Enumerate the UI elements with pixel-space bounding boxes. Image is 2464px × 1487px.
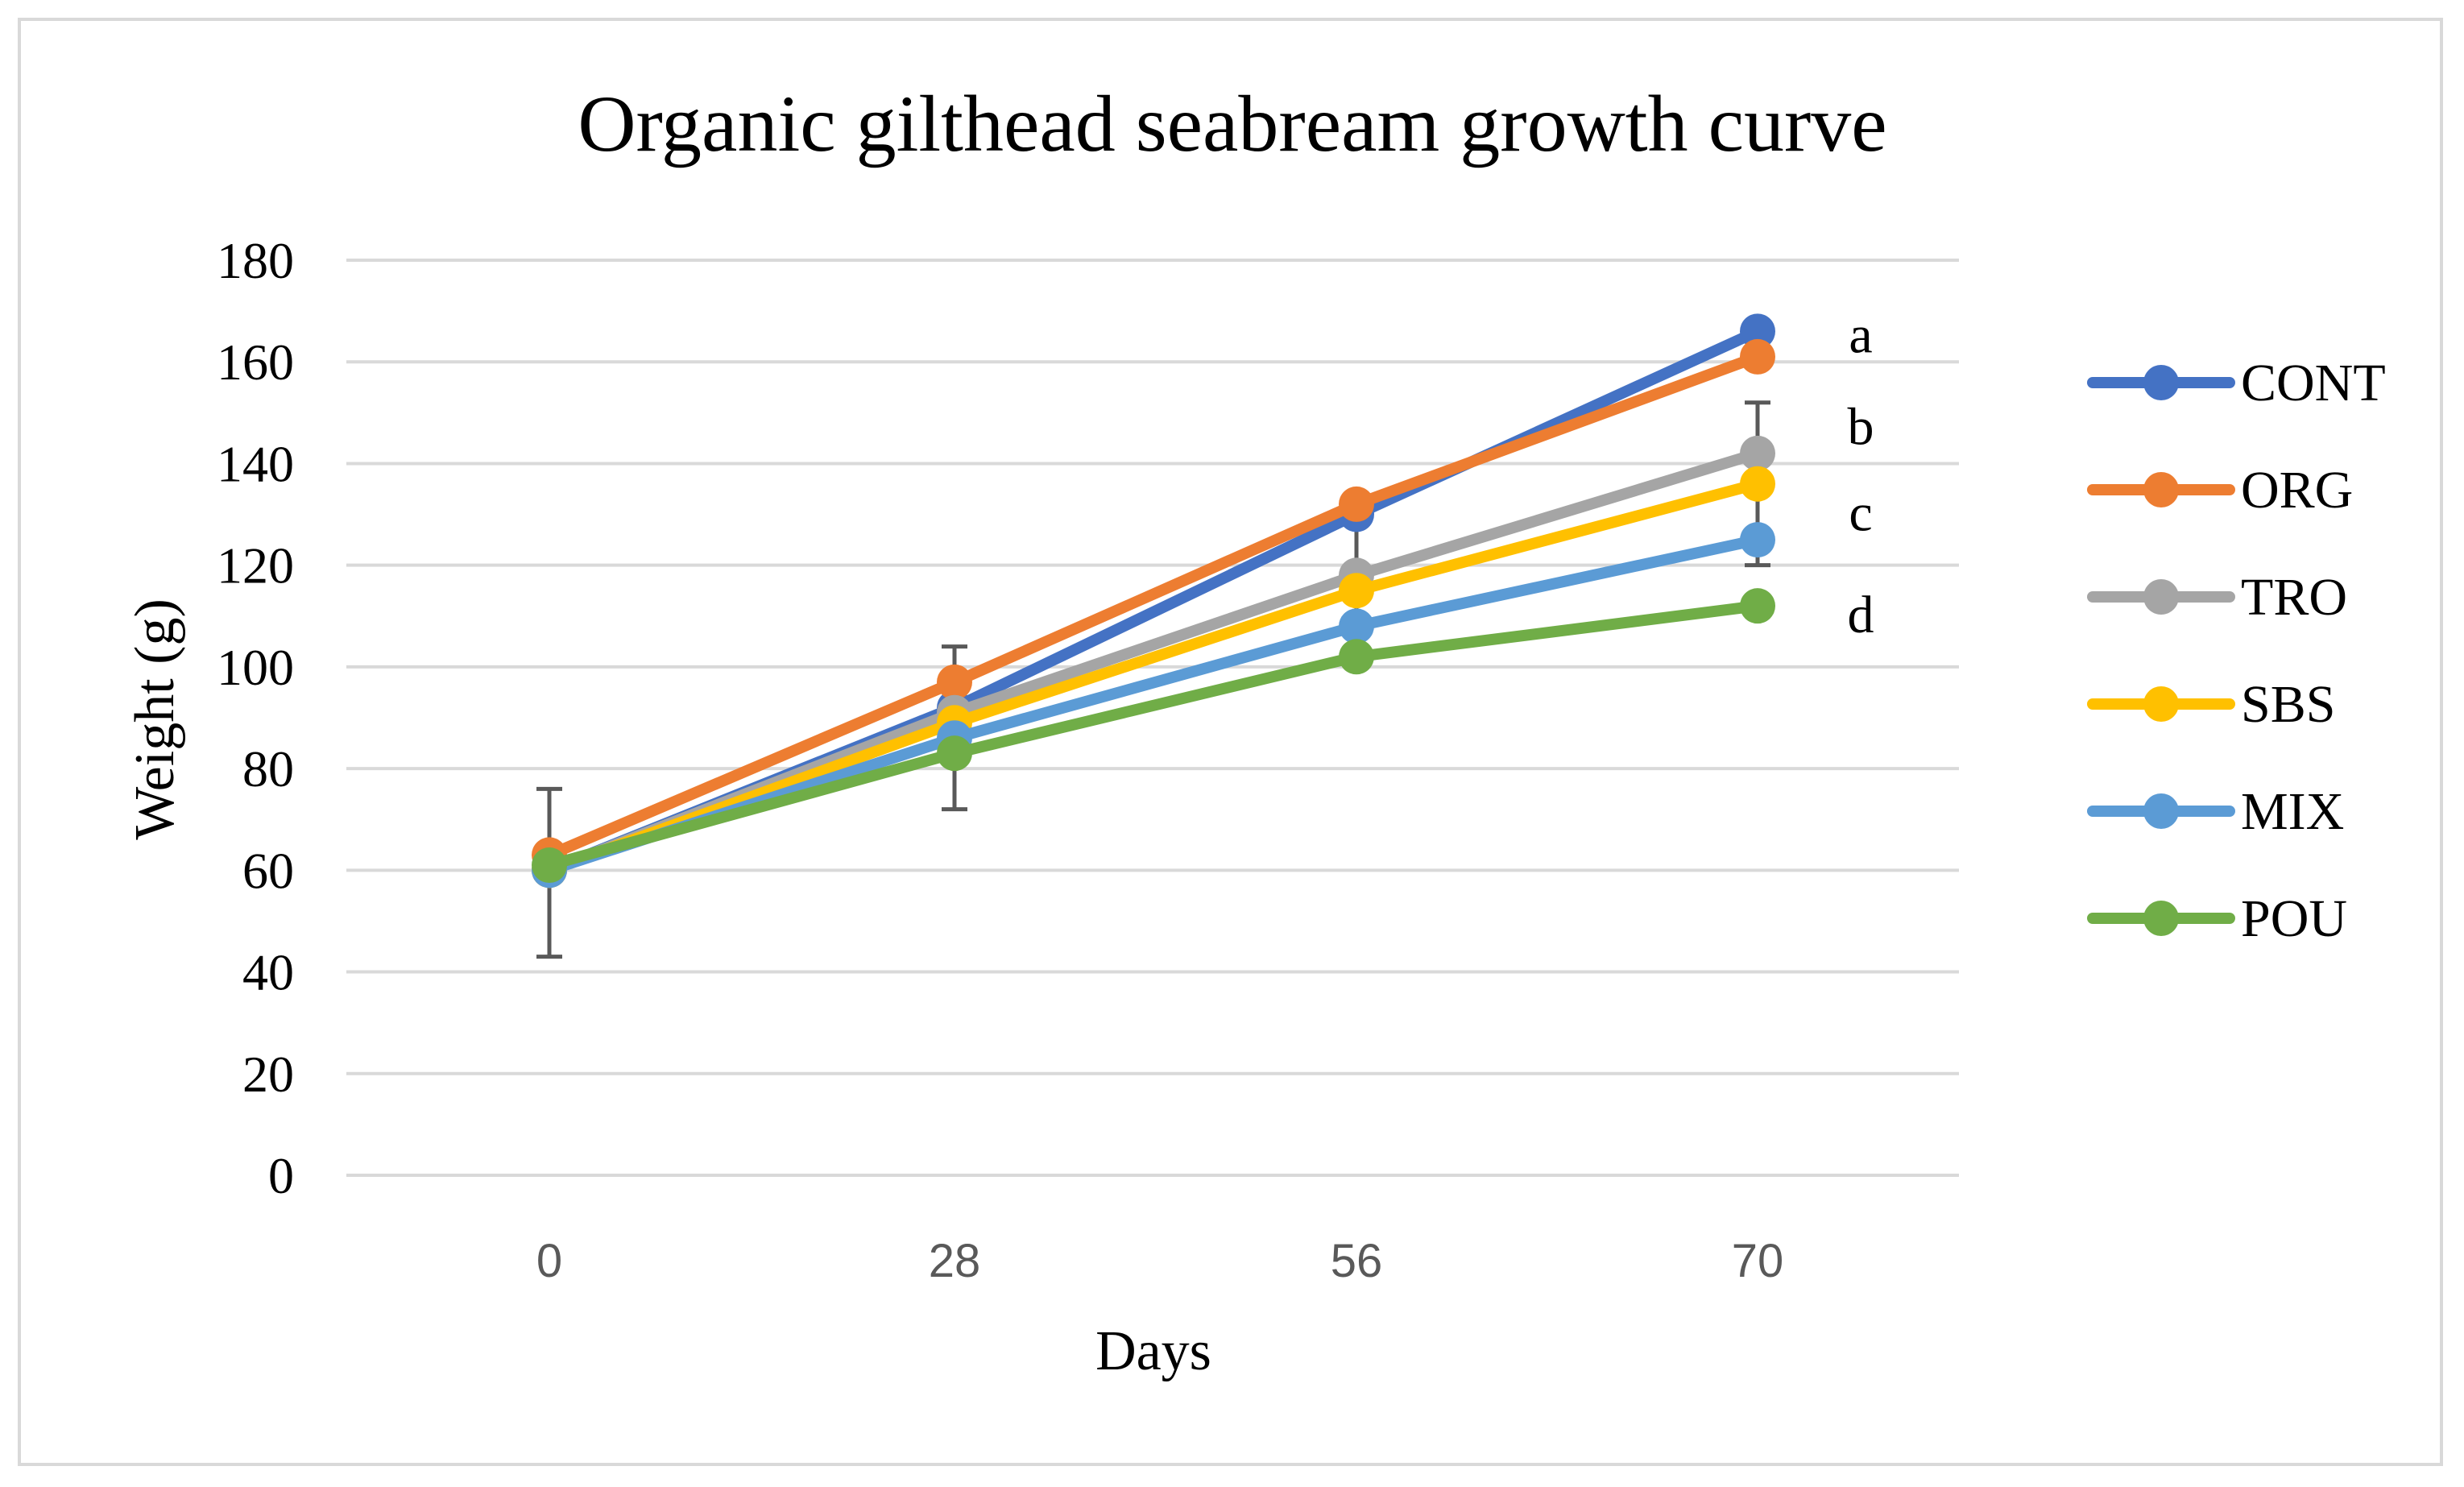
y-axis-label: Weight (g) [124, 599, 186, 840]
data-point-pou [937, 735, 972, 772]
gridlines [346, 259, 1959, 1177]
legend-label: MIX [2241, 782, 2344, 841]
legend-item-sbs: SBS [2087, 675, 2335, 734]
y-tick-label: 100 [217, 639, 294, 696]
data-point-pou [1339, 639, 1374, 675]
significance-letter: c [1849, 484, 1872, 543]
data-point-mix [1339, 608, 1374, 644]
legend-label: SBS [2241, 675, 2335, 734]
legend-item-tro: TRO [2087, 568, 2347, 627]
x-axis-ticks: 0 28 56 70 [536, 1235, 1783, 1287]
legend-label: TRO [2241, 568, 2347, 627]
series-line-org [544, 350, 1763, 861]
y-tick-label: 80 [242, 740, 294, 797]
series [532, 313, 1775, 888]
y-tick-label: 120 [217, 537, 294, 594]
series-line-cont [544, 325, 1763, 876]
significance-letter: b [1848, 397, 1874, 456]
legend-item-pou: POU [2087, 889, 2347, 948]
y-tick-label: 40 [242, 944, 294, 1001]
y-tick-label: 140 [217, 435, 294, 492]
legend-item-org: ORG [2087, 461, 2353, 520]
legend-swatch-marker [2143, 579, 2179, 615]
x-tick-label: 0 [536, 1235, 562, 1287]
legend-item-mix: MIX [2087, 782, 2344, 841]
legend: CONT ORG TRO SBS MIX POU [2087, 354, 2386, 948]
legend-item-cont: CONT [2087, 354, 2386, 412]
y-axis-ticks: 0 20 40 60 80 100 120 140 160 180 [217, 232, 294, 1204]
legend-swatch-marker [2143, 686, 2179, 722]
data-point-pou [1740, 588, 1775, 624]
y-tick-label: 20 [242, 1046, 294, 1103]
y-tick-label: 0 [268, 1147, 294, 1204]
legend-swatch-marker [2143, 901, 2179, 936]
significance-letter: a [1849, 306, 1872, 365]
series-pou [532, 588, 1775, 884]
data-point-tro [1740, 435, 1775, 471]
series-line-sbs [544, 478, 1763, 876]
legend-label: POU [2241, 889, 2347, 948]
legend-swatch-marker [2143, 793, 2179, 829]
data-point-sbs [1740, 466, 1775, 502]
legend-swatch-marker [2143, 365, 2179, 400]
data-point-mix [1740, 522, 1775, 558]
data-point-org [1740, 338, 1775, 375]
data-point-sbs [1339, 573, 1374, 609]
significance-letter: d [1848, 586, 1874, 644]
y-tick-label: 180 [217, 232, 294, 289]
x-tick-label: 56 [1331, 1235, 1383, 1287]
y-tick-label: 60 [242, 842, 294, 899]
x-axis-label: Days [1095, 1320, 1211, 1382]
legend-label: CONT [2241, 354, 2386, 412]
data-point-pou [532, 847, 567, 884]
x-tick-label: 70 [1732, 1235, 1784, 1287]
chart-title: Organic gilthead seabream growth curve [578, 79, 1886, 168]
data-point-cont [1740, 313, 1775, 350]
legend-label: ORG [2241, 461, 2353, 520]
legend-swatch-marker [2143, 472, 2179, 507]
x-tick-label: 28 [929, 1235, 981, 1287]
y-tick-label: 160 [217, 333, 294, 391]
data-point-org [1339, 486, 1374, 522]
data-point-org [937, 664, 972, 700]
series-line-pou [544, 600, 1763, 872]
